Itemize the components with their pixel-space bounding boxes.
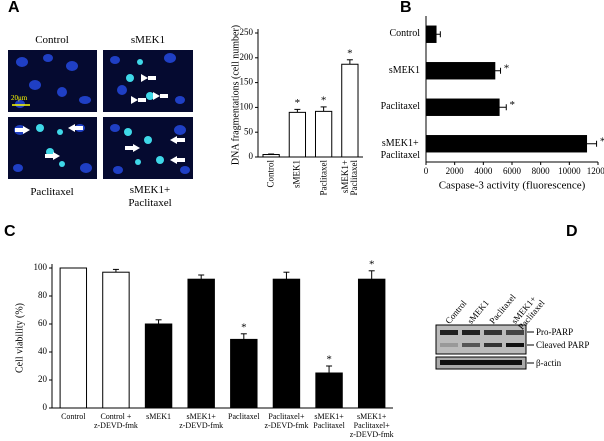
significance-asterisk: * bbox=[326, 354, 332, 366]
x-tick-label: Paclitaxel+ z-DEVD-fmk bbox=[264, 412, 309, 430]
bar bbox=[357, 278, 386, 409]
x-tick-label: 12000 bbox=[587, 166, 604, 176]
significance-asterisk: * bbox=[295, 97, 301, 109]
panel-label: B bbox=[400, 0, 412, 16]
y-tick-label: 100 bbox=[240, 101, 254, 111]
x-tick-label: sMEK1+ z-DEVD-fmk bbox=[179, 412, 224, 430]
bar bbox=[230, 338, 258, 409]
bar bbox=[425, 98, 500, 116]
x-tick-label: 2000 bbox=[446, 166, 465, 176]
y-tick-label: 200 bbox=[240, 52, 254, 62]
x-tick-label: 6000 bbox=[503, 166, 522, 176]
image-label: Control bbox=[35, 34, 69, 46]
y-tick-label: sMEK1 bbox=[388, 64, 420, 76]
x-axis-label: Caspase-3 activity (fluorescence) bbox=[439, 180, 586, 192]
x-tick-label: Control + z-DEVD-fmk bbox=[93, 412, 138, 430]
significance-asterisk: * bbox=[504, 62, 510, 74]
x-tick-label: 4000 bbox=[474, 166, 493, 176]
bar bbox=[314, 110, 333, 158]
x-tick-label: Paclitaxel bbox=[228, 412, 260, 421]
y-tick-label: 20 bbox=[38, 374, 48, 384]
bar bbox=[315, 372, 343, 409]
x-tick-label: sMEK1 bbox=[291, 160, 302, 189]
y-tick-label: 40 bbox=[38, 346, 48, 356]
y-tick-label: sMEK1+ Paclitaxel bbox=[380, 137, 420, 161]
y-axis-label: Cell viability (%) bbox=[14, 303, 25, 373]
image-label: Paclitaxel bbox=[30, 186, 74, 198]
arrows bbox=[15, 74, 185, 164]
x-tick-label: sMEK1 bbox=[146, 412, 172, 421]
y-tick-label: Control bbox=[389, 28, 420, 40]
y-tick-label: 250 bbox=[240, 27, 254, 37]
bar bbox=[59, 267, 88, 409]
panel-label: C bbox=[4, 223, 16, 240]
panel-label: A bbox=[8, 0, 20, 16]
bar bbox=[425, 135, 588, 153]
y-tick-label: 60 bbox=[38, 318, 48, 328]
western-blot bbox=[435, 324, 534, 370]
bar bbox=[425, 62, 496, 80]
fragmented-nuclei bbox=[36, 59, 164, 167]
bar bbox=[187, 278, 215, 409]
y-tick-label: 50 bbox=[244, 126, 254, 136]
panel-label: D bbox=[566, 223, 578, 240]
y-tick-label: 0 bbox=[43, 402, 48, 412]
bar bbox=[341, 63, 359, 158]
x-tick-label: 8000 bbox=[532, 166, 551, 176]
y-tick-label: 150 bbox=[240, 77, 254, 87]
bar bbox=[262, 154, 280, 158]
significance-asterisk: * bbox=[600, 135, 604, 147]
x-tick-label: sMEK1+ Paclitaxel bbox=[313, 412, 345, 430]
x-tick-label: Control bbox=[61, 412, 86, 421]
x-tick-label: Paclitaxel bbox=[318, 160, 329, 196]
x-tick-label: sMEK1+ Paclitaxel bbox=[339, 160, 359, 196]
band-label: Pro-PARP bbox=[536, 327, 574, 337]
significance-asterisk: * bbox=[321, 94, 327, 106]
x-tick-label: sMEK1+ Paclitaxel+ z-DEVD-fmk bbox=[349, 412, 394, 439]
bar bbox=[102, 271, 130, 409]
x-tick-label: Control bbox=[265, 160, 276, 188]
bar bbox=[144, 323, 173, 409]
significance-asterisk: * bbox=[347, 47, 353, 59]
significance-asterisk: * bbox=[510, 99, 516, 111]
image-label: sMEK1+ Paclitaxel bbox=[128, 184, 172, 209]
y-tick-label: Paclitaxel bbox=[380, 101, 420, 113]
significance-asterisk: * bbox=[241, 321, 247, 333]
image-label: sMEK1 bbox=[130, 34, 166, 46]
y-tick-label: 0 bbox=[249, 151, 254, 161]
x-tick-label: 10000 bbox=[558, 166, 581, 176]
scale-bar-label: 20μm bbox=[11, 94, 28, 102]
band-label: β-actin bbox=[536, 358, 562, 368]
y-tick-label: 100 bbox=[34, 262, 48, 272]
bar bbox=[425, 25, 437, 43]
band-label: Cleaved PARP bbox=[536, 340, 590, 350]
y-tick-label: 80 bbox=[38, 290, 48, 300]
blot-parp bbox=[435, 324, 527, 355]
y-axis-label: DNA fragmentations (cell number) bbox=[230, 25, 241, 165]
bar bbox=[272, 278, 301, 409]
bar bbox=[288, 111, 307, 158]
micrographs bbox=[8, 50, 193, 179]
x-tick-label: 0 bbox=[424, 166, 429, 176]
significance-asterisk: * bbox=[369, 258, 375, 270]
